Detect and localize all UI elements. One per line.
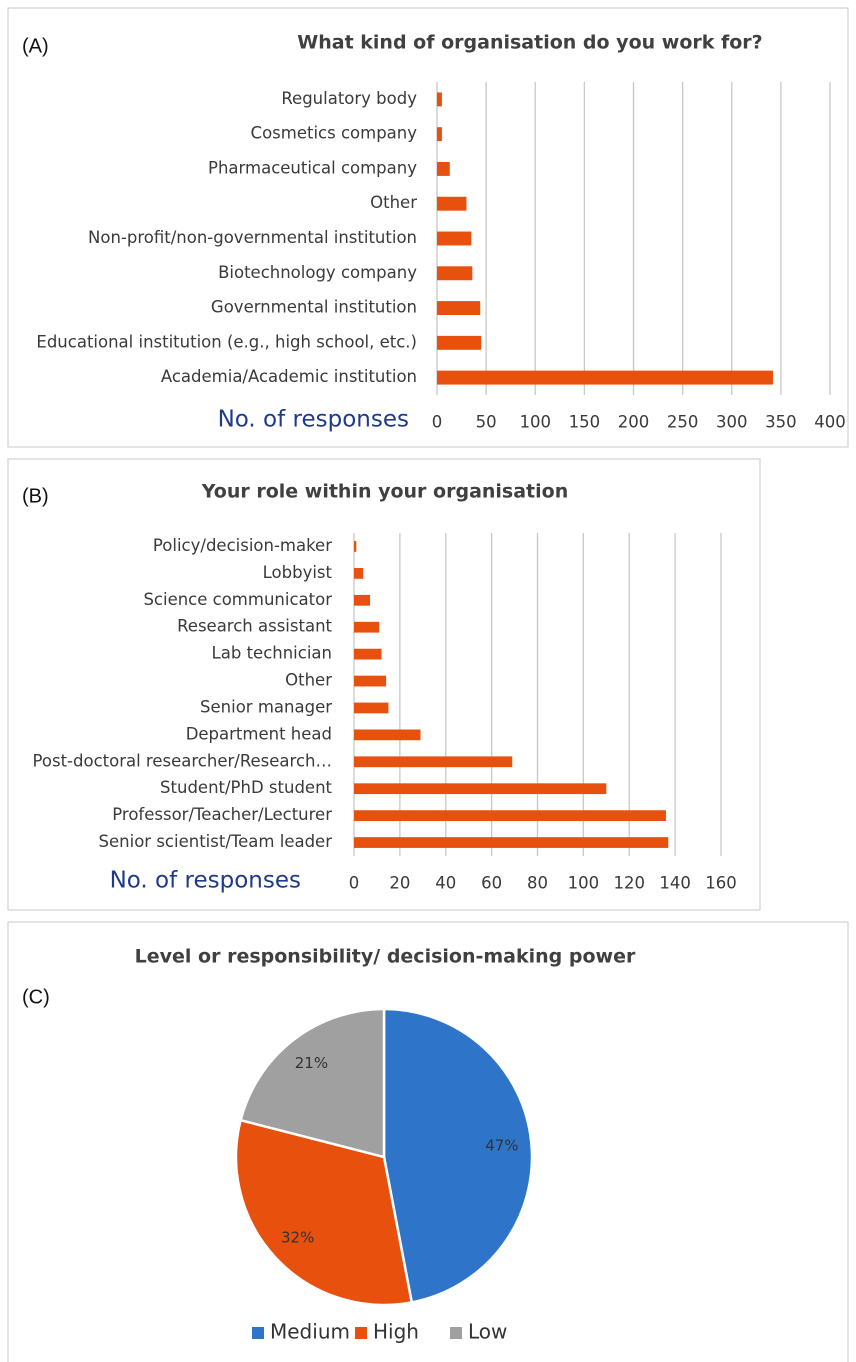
legend-swatch [355, 1327, 367, 1339]
panel-c-frame [7, 921, 849, 1362]
legend-label: Low [468, 1320, 507, 1344]
category-label: Governmental institution [211, 298, 417, 317]
bar [354, 567, 364, 579]
legend-label: High [373, 1320, 419, 1344]
bar [437, 266, 473, 281]
category-label: Biotechnology company [218, 263, 417, 282]
category-label: Science communicator [143, 590, 332, 609]
category-label: Senior manager [200, 697, 332, 716]
pie-slice [239, 1007, 386, 1159]
category-label: Post-doctoral researcher/Research… [33, 751, 332, 770]
bar [354, 675, 387, 687]
category-label: Other [285, 671, 332, 690]
category-label: Pharmaceutical company [208, 158, 417, 177]
legend-label: Medium [270, 1320, 350, 1344]
x-axis-label: No. of responses [110, 868, 301, 894]
panel-label: (B) [22, 485, 49, 507]
bar [354, 729, 421, 741]
legend-swatch [450, 1327, 462, 1339]
category-label: Research assistant [177, 617, 332, 636]
slice-label: 32% [281, 1229, 314, 1247]
x-tick-label: 60 [481, 874, 502, 893]
category-label: Cosmetics company [251, 124, 418, 143]
x-tick-label: 100 [568, 874, 600, 893]
category-label: Academia/Academic institution [161, 367, 417, 386]
x-tick-label: 50 [476, 413, 497, 432]
x-axis-label: No. of responses [218, 407, 409, 433]
x-tick-label: 120 [614, 874, 646, 893]
x-tick-label: 100 [520, 413, 552, 432]
category-label: Regulatory body [281, 89, 417, 108]
category-label: Non-profit/non-governmental institution [88, 228, 417, 247]
bar [354, 702, 389, 714]
bar [354, 810, 666, 822]
bar [437, 231, 472, 246]
category-label: Department head [186, 724, 332, 743]
bar [354, 756, 513, 768]
x-tick-label: 400 [814, 413, 846, 432]
chart-title: Your role within your organisation [201, 481, 568, 503]
bar [437, 301, 481, 316]
bar [437, 335, 482, 350]
bar [354, 837, 669, 848]
category-label: Lab technician [212, 644, 332, 663]
bar [437, 196, 467, 211]
category-label: Policy/decision-maker [153, 536, 332, 555]
category-label: Professor/Teacher/Lecturer [112, 805, 332, 824]
pie-slice [234, 1118, 414, 1307]
x-tick-label: 0 [349, 874, 360, 893]
panel-a-frame [7, 7, 849, 448]
category-label: Senior scientist/Team leader [99, 832, 333, 851]
x-tick-label: 150 [569, 413, 601, 432]
bar [354, 621, 380, 633]
x-tick-label: 300 [716, 413, 748, 432]
pie-slice [382, 1007, 534, 1304]
bar [354, 541, 357, 552]
chart-title: Level or responsibility/ decision-making… [135, 946, 636, 968]
bar [437, 370, 774, 385]
bar [437, 127, 442, 142]
slice-label: 21% [295, 1054, 328, 1072]
panel-b-frame [7, 458, 761, 911]
x-tick-label: 200 [618, 413, 650, 432]
x-tick-label: 160 [705, 874, 737, 893]
bar [437, 92, 442, 107]
bar [354, 648, 382, 660]
chart-title: What kind of organisation do you work fo… [297, 32, 762, 54]
x-tick-label: 20 [389, 874, 410, 893]
panel-label: (A) [22, 35, 49, 57]
category-label: Lobbyist [263, 563, 333, 582]
category-label: Other [370, 193, 417, 212]
slice-label: 47% [485, 1136, 518, 1154]
bar [437, 161, 450, 176]
x-tick-label: 0 [432, 413, 443, 432]
category-label: Educational institution (e.g., high scho… [36, 332, 417, 351]
x-tick-label: 140 [659, 874, 691, 893]
category-label: Student/PhD student [160, 778, 332, 797]
bar [354, 783, 607, 795]
x-tick-label: 350 [765, 413, 797, 432]
x-tick-label: 250 [667, 413, 699, 432]
legend-swatch [252, 1327, 264, 1339]
x-tick-label: 40 [435, 874, 456, 893]
panel-label: (C) [22, 986, 50, 1008]
bar [354, 594, 371, 606]
x-tick-label: 80 [527, 874, 548, 893]
